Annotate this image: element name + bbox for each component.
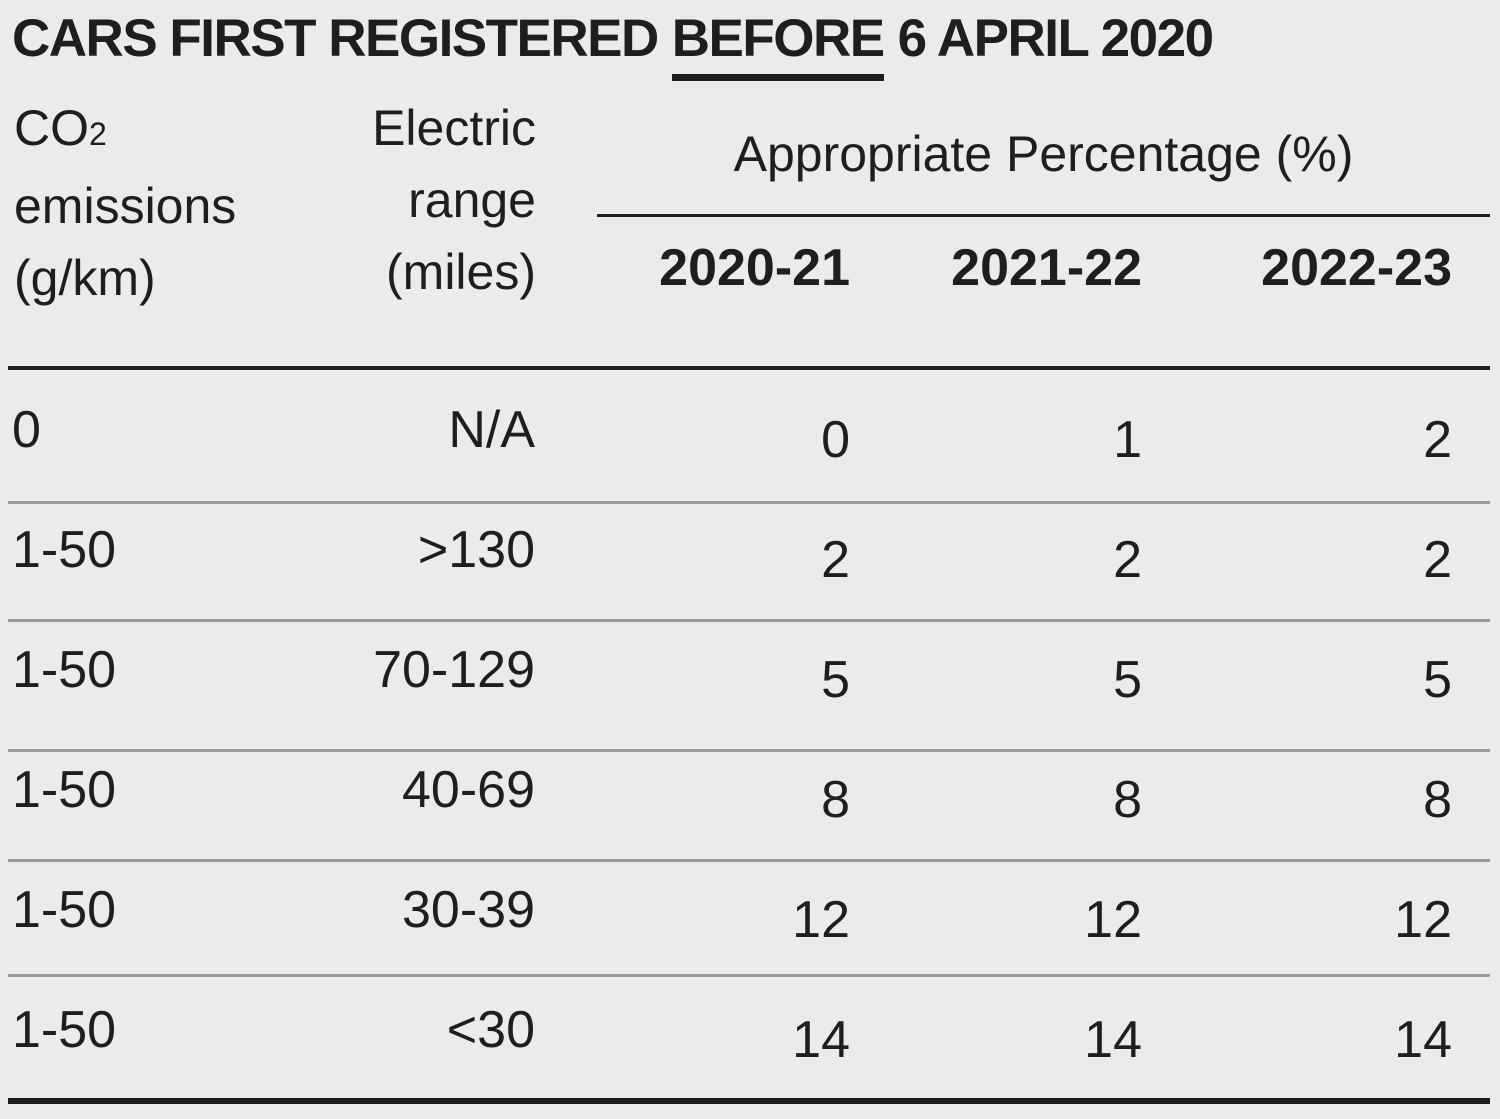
percentage-cell: 12 <box>792 891 850 949</box>
range-cell: >130 <box>417 521 535 579</box>
co2-rest: emissions (g/km) <box>14 178 237 306</box>
percentage-cell: 12 <box>1084 891 1142 949</box>
percentage-cell: 5 <box>1113 651 1142 709</box>
co2-cell: 0 <box>12 401 41 459</box>
year-header: 2020-21 <box>659 239 850 297</box>
title-lead: CARS FIRST REGISTERED <box>12 9 659 68</box>
percentage-cell: 5 <box>821 651 850 709</box>
percentage-cell: 1 <box>1113 411 1142 469</box>
range-cell: <30 <box>446 1001 535 1059</box>
percentage-cell: 5 <box>1423 651 1452 709</box>
title: CARS FIRST REGISTERED BEFORE 6 APRIL 2020 <box>12 4 1227 81</box>
percentage-cell: 14 <box>1084 1011 1142 1069</box>
co2-subscript: 2 <box>89 116 107 152</box>
range-cell: 30-39 <box>402 881 535 939</box>
bottom-rule <box>8 1098 1490 1104</box>
year-header: 2021-22 <box>951 239 1142 297</box>
co2-cell: 1-50 <box>12 761 117 819</box>
percentage-cell: 8 <box>821 771 850 829</box>
percentage-cell: 8 <box>1113 771 1142 829</box>
co2-cell: 1-50 <box>12 1001 117 1059</box>
percentage-cell: 14 <box>1394 1011 1452 1069</box>
percentage-cell: 0 <box>821 411 850 469</box>
co2-main: CO <box>14 100 89 156</box>
row-rule <box>8 859 1490 862</box>
co2-cell: 1-50 <box>12 641 117 699</box>
range-cell: N/A <box>448 401 535 459</box>
percentage-cell: 2 <box>821 531 850 589</box>
range-cell: 70-129 <box>373 641 535 699</box>
co2-header: CO2 emissions (g/km) <box>14 92 274 314</box>
range-cell: 40-69 <box>402 761 535 819</box>
row-rule <box>8 501 1490 504</box>
percentage-cell: 2 <box>1423 411 1452 469</box>
year-header: 2022-23 <box>1261 239 1452 297</box>
range-header: Electric range (miles) <box>372 100 536 300</box>
percentage-cell: 2 <box>1423 531 1452 589</box>
title-tail: 6 APRIL 2020 <box>897 9 1214 68</box>
co2-cell: 1-50 <box>12 881 117 939</box>
co2-cell: 1-50 <box>12 521 117 579</box>
percentage-cell: 2 <box>1113 531 1142 589</box>
title-emphasis: BEFORE <box>671 8 885 81</box>
row-rule <box>8 749 1490 752</box>
row-rule <box>8 619 1490 622</box>
percentage-cell: 14 <box>792 1011 850 1069</box>
group-rule <box>597 214 1490 217</box>
row-rule <box>8 974 1490 977</box>
percentage-cell: 8 <box>1423 771 1452 829</box>
group-header: Appropriate Percentage (%) <box>733 126 1354 182</box>
header-rule <box>8 366 1490 370</box>
percentage-cell: 12 <box>1394 891 1452 949</box>
